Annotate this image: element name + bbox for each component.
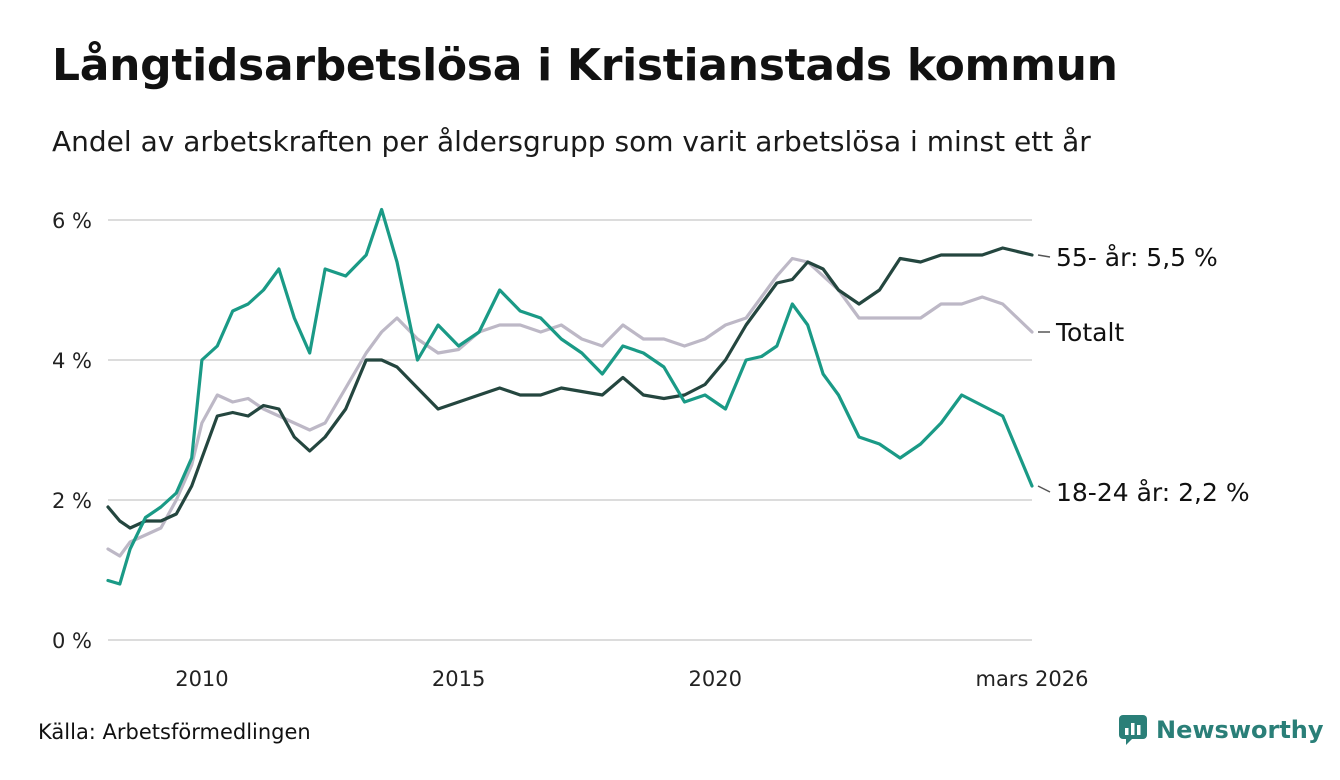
y-axis-ticks: 0 % 2 % 4 % 6 % [52, 209, 92, 653]
y-tick-label-0: 0 % [52, 629, 92, 653]
end-labels: Totalt 55- år: 5,5 % 18-24 år: 2,2 % [1037, 243, 1250, 507]
end-label-senior: 55- år: 5,5 % [1056, 243, 1218, 272]
y-tick-label-2: 2 % [52, 489, 92, 513]
chart-title: Långtidsarbetslösa i Kristianstads kommu… [52, 40, 1118, 91]
x-axis-ticks: 2010 2015 2020 mars 2026 [175, 667, 1088, 691]
series-lines [106, 207, 1034, 586]
end-label-total: Totalt [1055, 318, 1124, 347]
gridlines [108, 219, 1032, 641]
newsworthy-icon [1119, 715, 1147, 745]
y-tick-label-4: 4 % [52, 349, 92, 373]
series-line-total [106, 256, 1034, 558]
x-tick-label-1: 2015 [432, 667, 485, 691]
x-tick-label-0: 2010 [175, 667, 228, 691]
brand-logo: Newsworthy [1118, 714, 1324, 746]
source-note: Källa: Arbetsförmedlingen [38, 720, 311, 744]
brand-name: Newsworthy [1156, 716, 1324, 744]
leader-senior [1037, 254, 1051, 258]
series-line-senior [106, 246, 1034, 530]
chart-subtitle: Andel av arbetskraften per åldersgrupp s… [52, 125, 1091, 158]
leader-youth [1037, 485, 1051, 493]
x-tick-label-3: mars 2026 [975, 667, 1088, 691]
x-tick-label-2: 2020 [689, 667, 742, 691]
series-line-youth [106, 207, 1034, 586]
y-tick-label-6: 6 % [52, 209, 92, 233]
end-label-youth: 18-24 år: 2,2 % [1056, 478, 1250, 507]
